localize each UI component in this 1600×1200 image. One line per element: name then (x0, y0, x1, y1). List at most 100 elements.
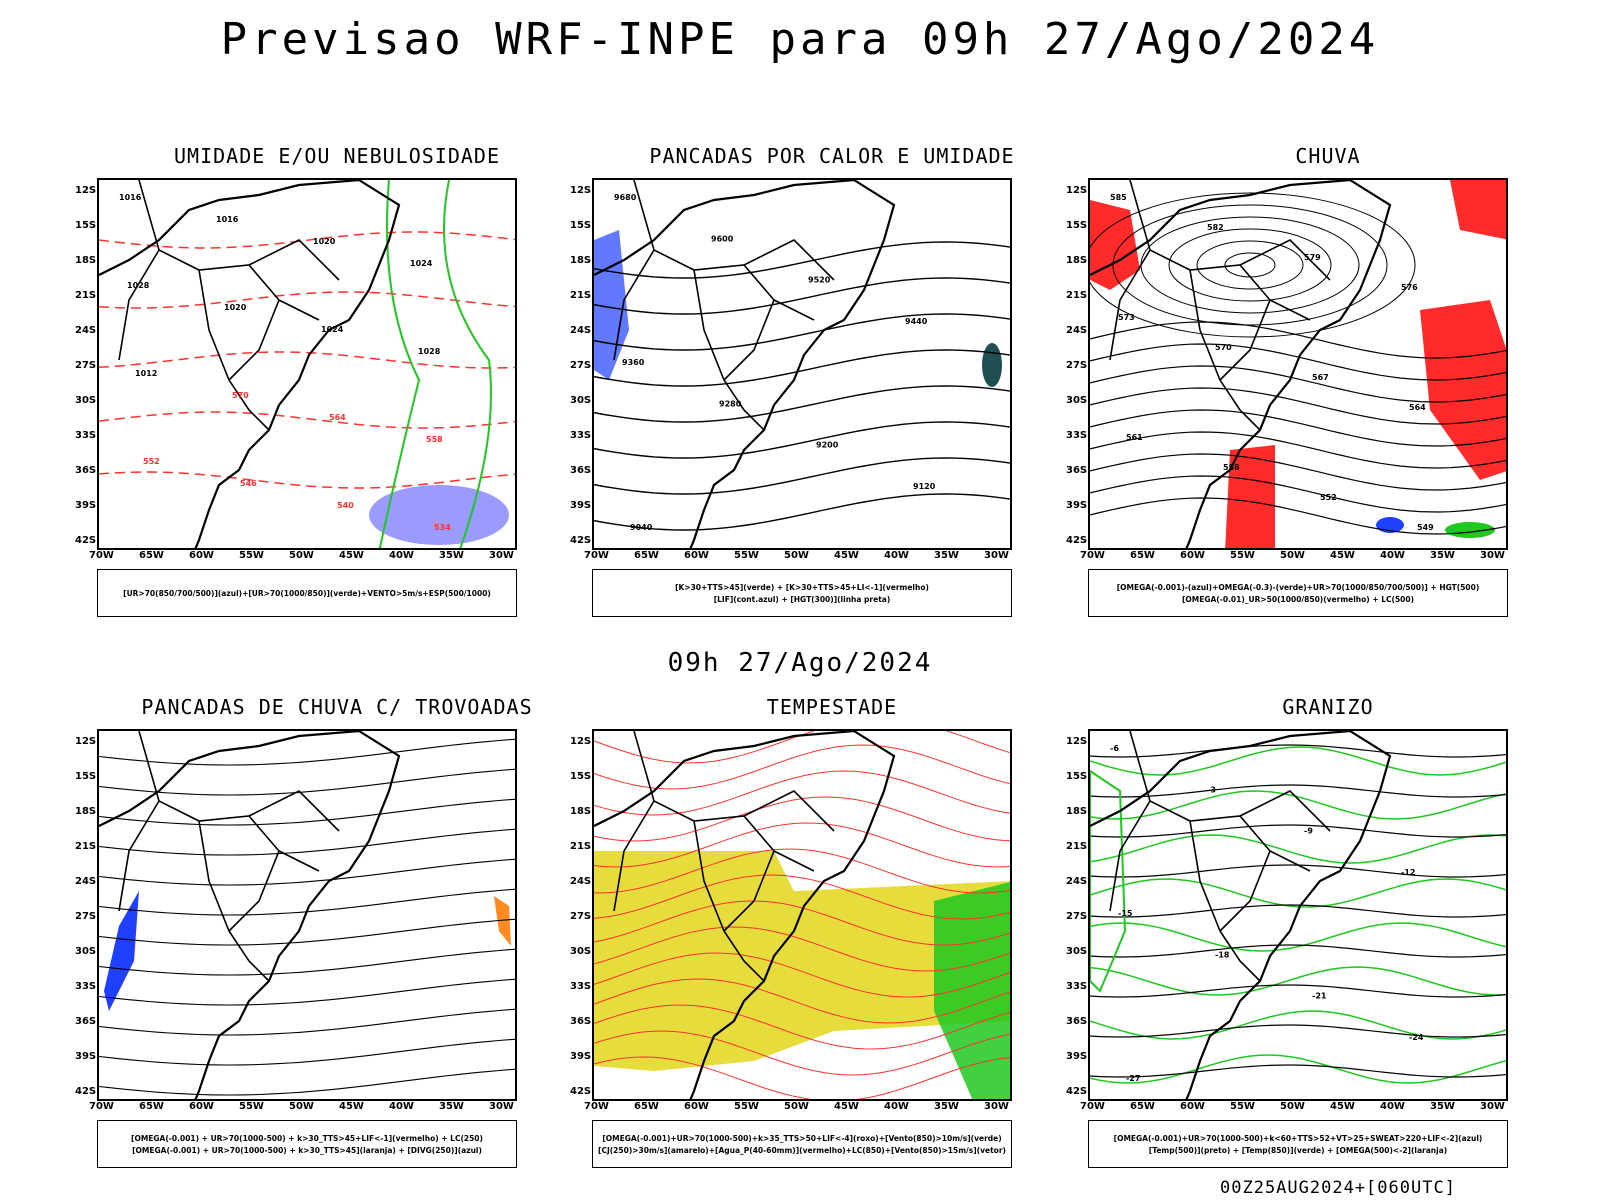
lat-tick-label: 12S (570, 185, 592, 196)
map-plot: -6 -3 -9 -12 -15 -18 -21 -24 -27 (1090, 731, 1506, 1099)
lat-tick-label: 18S (1066, 255, 1088, 266)
temp-500-contour (1090, 864, 1506, 878)
legend-line: [OMEGA(-0.001) + UR>70(1000-500) + k>30_… (131, 1133, 483, 1143)
lat-tick-label: 24S (75, 876, 97, 887)
state-border (1109, 180, 1331, 431)
lon-tick-label: 50W (784, 1101, 809, 1112)
temp-500-contour (1090, 1024, 1506, 1038)
lat-tick-label: 39S (1066, 500, 1088, 511)
panel-tempestade: TEMPESTADE [OMEGA(-0.001)+UR>70(1000-500… (570, 695, 1072, 1189)
streamline (594, 1056, 1010, 1099)
legend-line: [UR>70(850/700/500)](azul)+[UR>70(1000/8… (123, 588, 491, 598)
lat-tick-label: 15S (1066, 220, 1088, 231)
legend-line: [OMEGA(-0.001)+UR>70(1000-500)+k<60+TTS>… (1113, 1133, 1483, 1143)
lon-tick-label: 30W (984, 550, 1009, 561)
lat-tick-label: 42S (570, 1086, 592, 1097)
streamline (594, 926, 1010, 972)
height-contour (594, 457, 1010, 495)
streamline (1090, 453, 1506, 491)
lon-tick-label: 45W (339, 550, 364, 561)
lon-tick-label: 60W (189, 1101, 214, 1112)
state-border (118, 731, 340, 982)
contour-label: 579 (1304, 253, 1321, 262)
instability-area (982, 343, 1002, 387)
contour-label: 9680 (614, 193, 637, 202)
temp-850-contour (1090, 1054, 1506, 1084)
coastline (99, 180, 401, 548)
contour-label: 573 (1118, 313, 1135, 322)
lat-tick-label: 36S (570, 1016, 592, 1027)
temp-850-contour (1090, 790, 1506, 820)
lon-tick-label: 60W (1180, 550, 1205, 561)
map-plot (594, 731, 1010, 1099)
lat-tick-label: 21S (75, 290, 97, 301)
lat-tick-label: 30S (570, 395, 592, 406)
jet-stream-area (594, 851, 1010, 1071)
streamline (99, 1068, 515, 1096)
rain-area (1225, 445, 1275, 548)
lon-tick-label: 40W (884, 550, 909, 561)
contour-label: 585 (1110, 193, 1127, 202)
lon-tick-label: 70W (584, 1101, 609, 1112)
lat-tick-label: 33S (1066, 430, 1088, 441)
panel-legend: [OMEGA(-0.001)+UR>70(1000-500)+k<60+TTS>… (1088, 1120, 1508, 1168)
map-plot: 9680 9600 9520 9440 9360 9280 9200 9120 9040 (594, 180, 1010, 548)
lat-tick-label: 18S (570, 255, 592, 266)
lat-tick-label: 33S (570, 981, 592, 992)
streamline (99, 978, 515, 1006)
state-border (118, 180, 340, 431)
lat-tick-label: 36S (1066, 465, 1088, 476)
lat-tick-label: 27S (1066, 911, 1088, 922)
contour-label: -21 (1312, 992, 1327, 1001)
rain-area (1090, 200, 1140, 290)
lat-tick-label: 15S (75, 220, 97, 231)
lon-tick-label: 35W (934, 1101, 959, 1112)
lat-tick-label: 27S (75, 360, 97, 371)
height-contour (594, 385, 1010, 423)
lat-tick-label: 12S (75, 185, 97, 196)
lon-tick-label: 65W (139, 550, 164, 561)
humidity-contour (378, 180, 421, 548)
lat-tick-label: 15S (570, 220, 592, 231)
lon-tick-label: 55W (239, 550, 264, 561)
contour-label: -3 (1207, 785, 1216, 794)
streamline (99, 858, 515, 886)
contour-label: 570 (1215, 343, 1232, 352)
lat-tick-label: 42S (1066, 1086, 1088, 1097)
temp-850-contour (1090, 769, 1127, 993)
lat-tick-label: 36S (1066, 1016, 1088, 1027)
contour-label: 561 (1126, 433, 1143, 442)
lon-tick-label: 55W (239, 1101, 264, 1112)
lat-tick-label: 42S (75, 1086, 97, 1097)
lat-tick-label: 33S (570, 430, 592, 441)
temp-500-contour (1090, 784, 1506, 798)
lon-tick-label: 70W (1080, 1101, 1105, 1112)
contour-label: -18 (1215, 950, 1230, 959)
lat-tick-label: 12S (1066, 736, 1088, 747)
lat-tick-label: 30S (1066, 395, 1088, 406)
lon-tick-label: 30W (489, 550, 514, 561)
lon-tick-label: 70W (1080, 550, 1105, 561)
lat-tick-label: 21S (570, 290, 592, 301)
streamline (99, 948, 515, 976)
height-contour (1196, 240, 1304, 290)
contour-label: 9200 (816, 441, 839, 450)
streamline (99, 888, 515, 916)
height-contour (1090, 192, 1416, 338)
omega-area (1445, 522, 1495, 538)
lat-tick-label: 27S (570, 911, 592, 922)
streamline (1090, 409, 1506, 447)
contour-label: 1020 (224, 303, 247, 312)
panel-legend: [OMEGA(-0.001)+UR>70(1000-500)+k>35_TTS>… (592, 1120, 1012, 1168)
panel-trovoadas: PANCADAS DE CHUVA C/ TROVOADAS [OMEGA(-0… (75, 695, 577, 1189)
panel-legend: [UR>70(850/700/500)](azul)+[UR>70(1000/8… (97, 569, 517, 617)
map-frame: 585 582 579 576 573 570 567 564 561 558 552 549 (1088, 178, 1508, 550)
lon-tick-label: 35W (439, 550, 464, 561)
main-title: Previsao WRF-INPE para 09h 27/Ago/2024 (220, 14, 1380, 65)
contour-label: 9600 (711, 234, 734, 243)
lat-tick-label: 33S (75, 430, 97, 441)
contour-label: -9 (1304, 827, 1313, 836)
contour-label: 546 (240, 479, 257, 488)
lat-tick-label: 12S (570, 736, 592, 747)
lon-tick-label: 40W (884, 1101, 909, 1112)
